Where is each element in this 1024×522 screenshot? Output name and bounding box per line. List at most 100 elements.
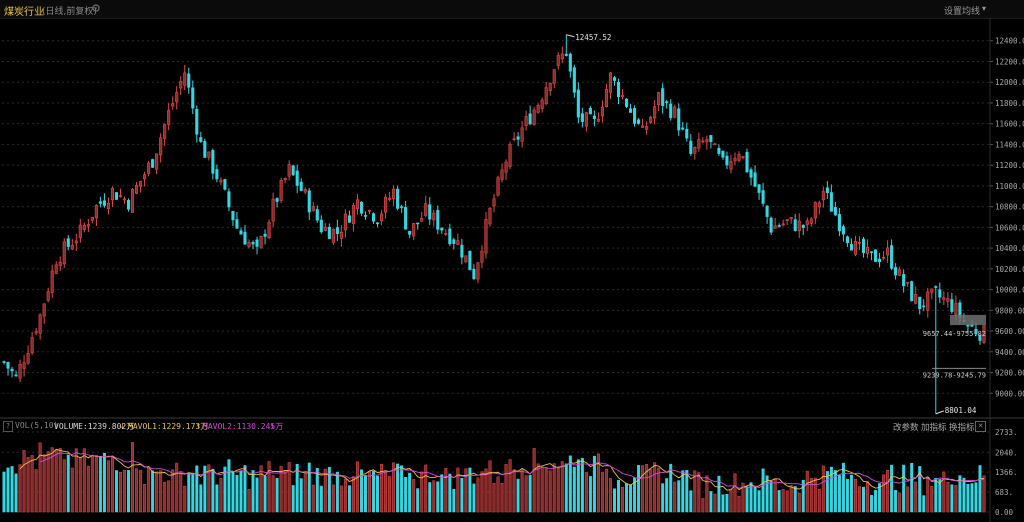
volume-bar — [878, 483, 882, 513]
volume-bar — [139, 470, 143, 513]
candle-body — [496, 177, 500, 196]
candle-body — [283, 178, 287, 181]
volume-bar — [327, 467, 331, 513]
volume-bar — [90, 455, 94, 513]
ma-settings-button[interactable]: 设置均线 — [943, 7, 980, 17]
candle-body — [363, 215, 368, 217]
candle-body — [287, 164, 291, 177]
price-tick-label: 12000.00 — [995, 78, 1024, 87]
candle-body — [886, 247, 890, 256]
volume-bar — [637, 465, 641, 513]
candle-body — [66, 238, 70, 247]
candle-body — [785, 219, 789, 221]
candle-body — [600, 106, 604, 117]
candle-body — [769, 217, 773, 233]
candle-body — [62, 241, 66, 265]
candle-body — [259, 235, 263, 248]
candle-body — [175, 92, 179, 103]
caret-down-icon[interactable]: ▾ — [981, 4, 986, 13]
volume-bar — [131, 442, 135, 513]
volume-bar — [6, 467, 10, 513]
volume-bar — [817, 488, 821, 513]
candle-body — [303, 189, 307, 193]
candle-body — [874, 249, 878, 262]
candle-body — [22, 362, 26, 369]
candle-body — [191, 87, 195, 109]
volume-bar — [480, 471, 484, 513]
volume-bar — [962, 477, 966, 513]
change-params-button[interactable]: 改参数 — [893, 423, 919, 433]
volume-bar — [231, 471, 235, 513]
volume-bar — [343, 478, 347, 513]
switch-indicator-button[interactable]: 换指标 — [949, 423, 975, 433]
volume-bar — [315, 467, 319, 513]
price-tick-label: 11200.00 — [995, 161, 1024, 170]
volume-bar — [938, 479, 942, 513]
candle-body — [355, 199, 359, 209]
volume-bar — [552, 463, 556, 513]
volume-bar — [918, 466, 922, 513]
candle-body — [669, 103, 673, 119]
volume-bar — [532, 448, 536, 513]
candle-body — [865, 246, 870, 254]
candle-body — [721, 150, 725, 158]
candle-body — [263, 233, 267, 237]
volume-indicator-name: VOL(5,10) — [15, 421, 59, 430]
volume-bar — [175, 462, 179, 513]
candle-body — [809, 218, 813, 224]
volume-bar — [74, 448, 78, 513]
volume-bar — [452, 488, 456, 513]
volume-bar — [966, 483, 970, 513]
volume-bar — [255, 477, 259, 513]
volume-bar — [355, 461, 359, 513]
candle-body — [452, 239, 456, 244]
volume-bar — [376, 475, 380, 513]
volume-bar — [749, 482, 753, 513]
volume-bar — [946, 481, 950, 513]
volume-bar — [890, 464, 894, 513]
candle-body — [436, 210, 440, 230]
candle-body — [821, 191, 825, 201]
volume-bar — [741, 482, 745, 513]
candle-body — [841, 226, 845, 235]
candle-body — [167, 110, 171, 125]
add-indicator-button[interactable]: 加指标 — [921, 423, 947, 433]
candle-body — [938, 289, 942, 298]
candle-body — [6, 361, 10, 369]
candle-body — [765, 205, 769, 217]
volume-bar — [512, 469, 516, 513]
candle-body — [966, 324, 970, 327]
candle-body — [922, 305, 926, 308]
volume-bar — [894, 490, 898, 513]
candle-body — [151, 159, 155, 168]
volume-bar — [520, 469, 524, 513]
candle-body — [379, 213, 384, 222]
candle-body — [420, 217, 424, 222]
volume-bar — [781, 489, 785, 513]
candle-body — [159, 137, 163, 156]
gear-icon[interactable]: ⚙ — [91, 2, 101, 15]
help-icon[interactable]: ? — [3, 421, 13, 432]
volume-bar — [649, 469, 653, 513]
close-indicator-icon[interactable]: ✕ — [975, 421, 986, 432]
candle-body — [488, 207, 492, 225]
candle-body — [307, 190, 311, 213]
candle-body — [251, 242, 255, 245]
candle-body — [572, 67, 576, 93]
candle-body — [163, 124, 167, 139]
candle-body — [78, 224, 82, 238]
candle-body — [761, 190, 765, 204]
volume-bar — [400, 465, 404, 513]
candle-body — [30, 337, 34, 354]
volume-bar — [10, 466, 14, 513]
candle-body — [14, 374, 18, 377]
candle-body — [311, 205, 315, 212]
candle-body — [853, 240, 858, 255]
volume-bar — [424, 464, 428, 513]
volume-bar — [46, 451, 50, 513]
volume-bar — [299, 478, 303, 513]
candle-body — [882, 256, 886, 259]
candle-body — [480, 250, 484, 263]
volume-bar — [94, 455, 98, 513]
